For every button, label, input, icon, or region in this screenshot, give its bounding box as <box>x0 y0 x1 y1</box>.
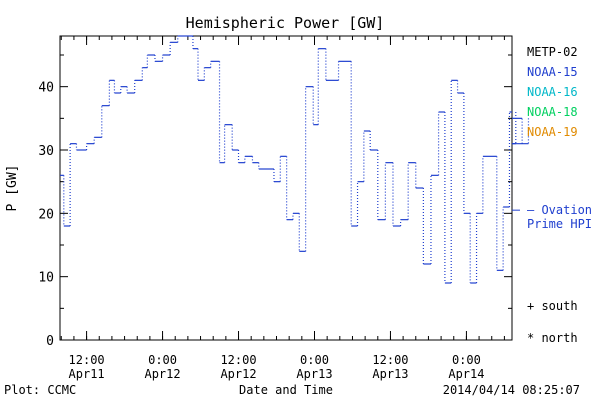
x-tick-label: 12:00 <box>69 353 105 367</box>
x-tick-sublabel: Apr12 <box>144 367 180 381</box>
legend-entry: NOAA-18 <box>527 105 578 119</box>
legend-entry: NOAA-19 <box>527 125 578 139</box>
legend: METP-02 NOAA-15 NOAA-16 NOAA-18 NOAA-19 – Ova… <box>512 45 592 345</box>
y-tick-label: 10 <box>38 271 54 286</box>
x-axis-label: Date and Time <box>239 383 333 397</box>
x-tick-sublabel: Apr14 <box>448 367 484 381</box>
y-tick-label: 20 <box>38 207 54 222</box>
x-tick-sublabel: Apr12 <box>220 367 256 381</box>
chart-title: Hemispheric Power [GW] <box>186 14 385 32</box>
y-tick-label: 0 <box>46 334 54 349</box>
x-tick-label: 12:00 <box>220 353 256 367</box>
y-tick-label: 40 <box>38 81 54 96</box>
y-axis-ticks: 0 10 20 30 40 <box>38 54 512 349</box>
x-tick-label: 12:00 <box>372 353 408 367</box>
x-axis-ticks: 12:00Apr110:00Apr1212:00Apr120:00Apr1312… <box>60 36 505 381</box>
x-tick-sublabel: Apr11 <box>69 367 105 381</box>
legend-entry: NOAA-15 <box>527 65 578 79</box>
legend-marker: + south <box>527 299 578 313</box>
plot-frame <box>59 35 513 341</box>
x-tick-sublabel: Apr13 <box>296 367 332 381</box>
y-tick-label: 30 <box>38 144 54 159</box>
legend-entry: METP-02 <box>527 45 578 59</box>
ovation-label-line1: – Ovation <box>527 203 592 217</box>
plot-timestamp: 2014/04/14 08:25:07 <box>443 383 580 397</box>
x-tick-label: 0:00 <box>452 353 481 367</box>
legend-marker: * north <box>527 331 578 345</box>
data-series-layer <box>60 35 530 284</box>
x-tick-sublabel: Apr13 <box>372 367 408 381</box>
x-tick-label: 0:00 <box>300 353 329 367</box>
legend-entry: NOAA-16 <box>527 85 578 99</box>
x-tick-label: 0:00 <box>148 353 177 367</box>
plot-credit: Plot: CCMC <box>4 383 76 397</box>
ovation-label-line2: Prime HPI <box>527 217 592 231</box>
y-axis-label: P [GW] <box>5 165 20 212</box>
